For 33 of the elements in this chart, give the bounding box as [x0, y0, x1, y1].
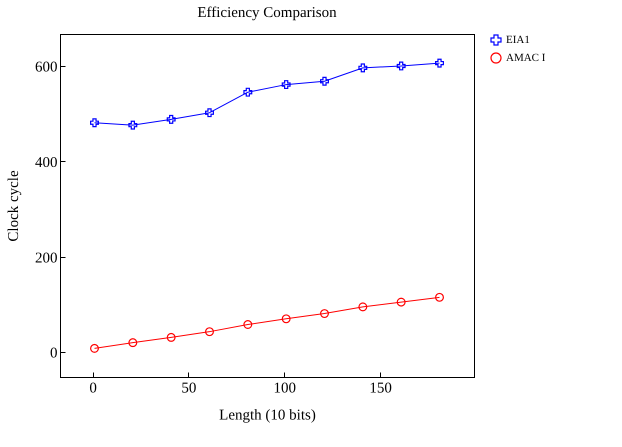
legend-label: EIA1 — [506, 34, 530, 46]
point — [205, 327, 214, 336]
x-tick-label: 100 — [274, 380, 296, 396]
point — [282, 80, 291, 90]
point — [90, 118, 99, 128]
y-tick-label: 200 — [35, 250, 58, 266]
point — [282, 314, 291, 324]
point — [320, 76, 329, 86]
point — [358, 302, 368, 312]
point — [205, 108, 214, 118]
point — [320, 309, 329, 318]
y-tick-label: 0 — [50, 346, 58, 362]
y-tick-label: 400 — [35, 154, 58, 171]
y-tick-label: 600 — [35, 59, 58, 76]
legend-label: AMAC I — [506, 52, 546, 64]
point — [396, 298, 406, 307]
point — [435, 292, 444, 302]
x-tick-label: 50 — [181, 380, 196, 396]
point — [435, 58, 444, 68]
x-tick-label: 150 — [369, 380, 392, 396]
point — [396, 61, 406, 70]
chart-title: Efficiency Comparison — [197, 5, 338, 21]
point — [128, 120, 138, 130]
point — [90, 344, 99, 353]
x-tick-label: 0 — [89, 380, 97, 396]
point — [243, 320, 252, 329]
x-axis-title: Length (10 bits) — [219, 408, 316, 424]
y-axis-title: Clock cycle — [6, 170, 22, 242]
point — [243, 88, 252, 97]
point — [166, 114, 176, 124]
point — [128, 338, 138, 348]
point — [166, 332, 176, 342]
point — [358, 63, 368, 72]
